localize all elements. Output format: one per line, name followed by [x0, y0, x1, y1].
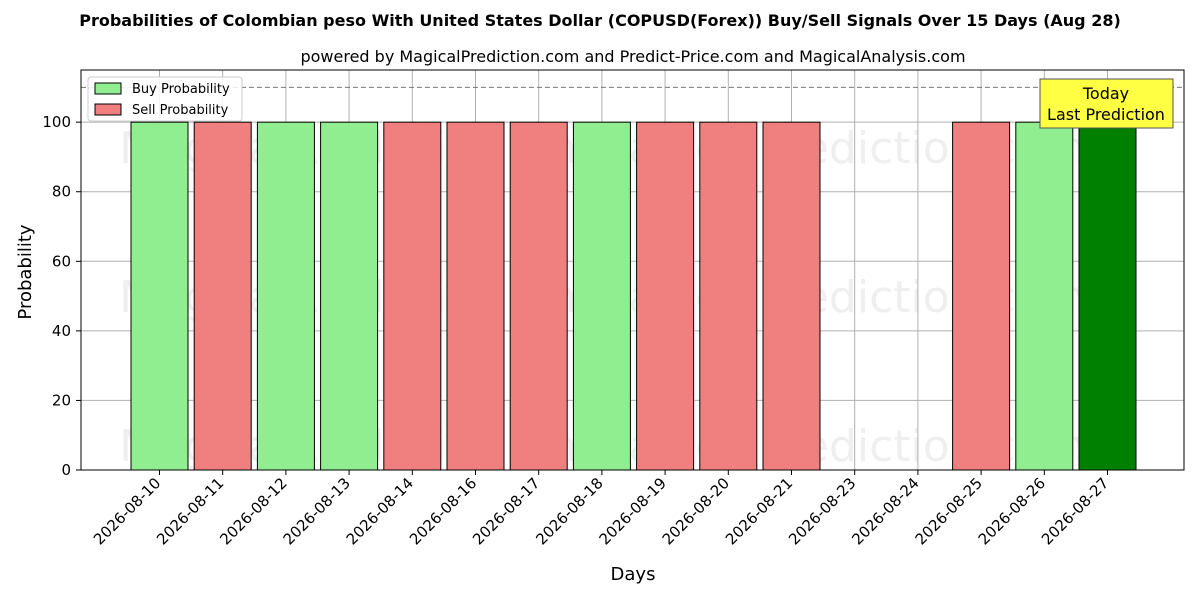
sell-bar — [762, 121, 821, 471]
chart-title: Probabilities of Colombian peso With Uni… — [79, 11, 1121, 30]
y-tick-label: 40 — [52, 322, 71, 340]
buy-bar — [572, 121, 631, 471]
sell-bar — [952, 121, 1011, 471]
legend: Buy Probability Sell Probability — [87, 76, 243, 122]
sell-bar — [699, 121, 758, 471]
sell-bar — [383, 121, 442, 471]
x-tick-label: 2026-08-18 — [532, 474, 606, 548]
legend-sell-swatch — [94, 103, 122, 116]
y-tick-label: 80 — [52, 183, 71, 201]
x-axis-label: Days — [611, 564, 656, 585]
buy-bar — [130, 121, 189, 471]
x-tick-label: 2026-08-14 — [343, 474, 417, 548]
legend-sell-label: Sell Probability — [132, 103, 229, 118]
y-tick-label: 100 — [42, 113, 71, 131]
sell-bar — [193, 121, 252, 471]
legend-buy-label: Buy Probability — [132, 82, 230, 97]
y-tick-label: 0 — [61, 461, 71, 479]
x-tick-label: 2026-08-19 — [596, 474, 670, 548]
x-tick-label: 2026-08-21 — [722, 474, 796, 548]
today-annotation-box — [1039, 78, 1174, 129]
x-tick-label: 2026-08-17 — [469, 474, 543, 548]
x-tick-label: 2026-08-26 — [975, 474, 1049, 548]
today-annotation: Today Last Prediction — [1039, 78, 1174, 129]
buy-bar — [1015, 121, 1074, 471]
y-tick-label: 20 — [52, 391, 71, 409]
y-axis-ticks: 0 20 40 60 80 100 — [42, 113, 81, 479]
legend-box — [87, 76, 243, 122]
plot-frame — [80, 69, 1185, 471]
today-buy-bar — [1078, 121, 1137, 471]
buy-bar — [256, 121, 315, 471]
sell-bar — [446, 121, 505, 471]
sell-bar — [636, 121, 695, 471]
x-tick-label: 2026-08-12 — [216, 474, 290, 548]
x-tick-label: 2026-08-13 — [280, 474, 354, 548]
today-annotation-line1: Today — [1082, 84, 1129, 103]
legend-buy-swatch — [94, 82, 122, 95]
bars — [130, 121, 1137, 471]
x-tick-label: 2026-08-24 — [848, 474, 922, 548]
x-tick-label: 2026-08-20 — [659, 474, 733, 548]
x-axis-ticks: 2026-08-102026-08-112026-08-122026-08-13… — [90, 470, 1112, 548]
buy-bar — [320, 121, 379, 471]
x-tick-label: 2026-08-25 — [912, 474, 986, 548]
y-tick-label: 60 — [52, 252, 71, 270]
x-tick-label: 2026-08-11 — [153, 474, 227, 548]
sell-bar — [509, 121, 568, 471]
today-annotation-line2: Last Prediction — [1047, 105, 1165, 124]
x-tick-label: 2026-08-27 — [1038, 474, 1112, 548]
x-tick-label: 2026-08-16 — [406, 474, 480, 548]
y-axis-label: Probability — [15, 224, 36, 319]
chart-subtitle: powered by MagicalPrediction.com and Pre… — [300, 47, 965, 66]
x-tick-label: 2026-08-10 — [90, 474, 164, 548]
x-tick-label: 2026-08-23 — [785, 474, 859, 548]
